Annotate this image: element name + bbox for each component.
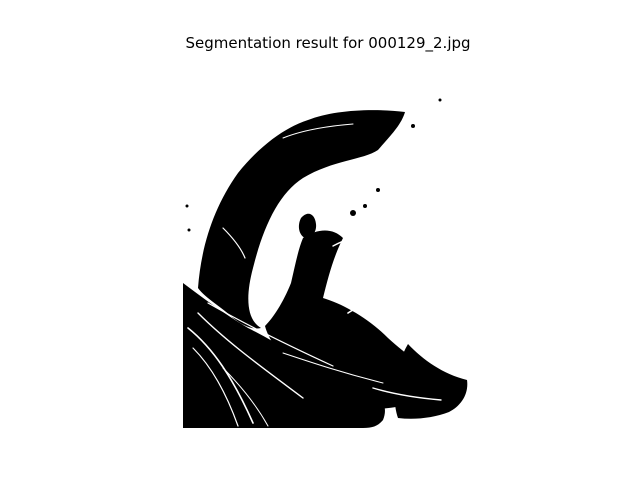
mask-region-right-bottom <box>394 344 468 419</box>
segmentation-mask-image <box>183 98 468 428</box>
mask-region-center <box>265 230 443 409</box>
mask-region-upper-middle <box>298 213 317 239</box>
mask-foreground <box>183 98 468 428</box>
plot-title: Segmentation result for 000129_2.jpg <box>185 34 471 52</box>
mask-region-arc <box>198 110 405 329</box>
mask-background-strands <box>187 123 442 427</box>
